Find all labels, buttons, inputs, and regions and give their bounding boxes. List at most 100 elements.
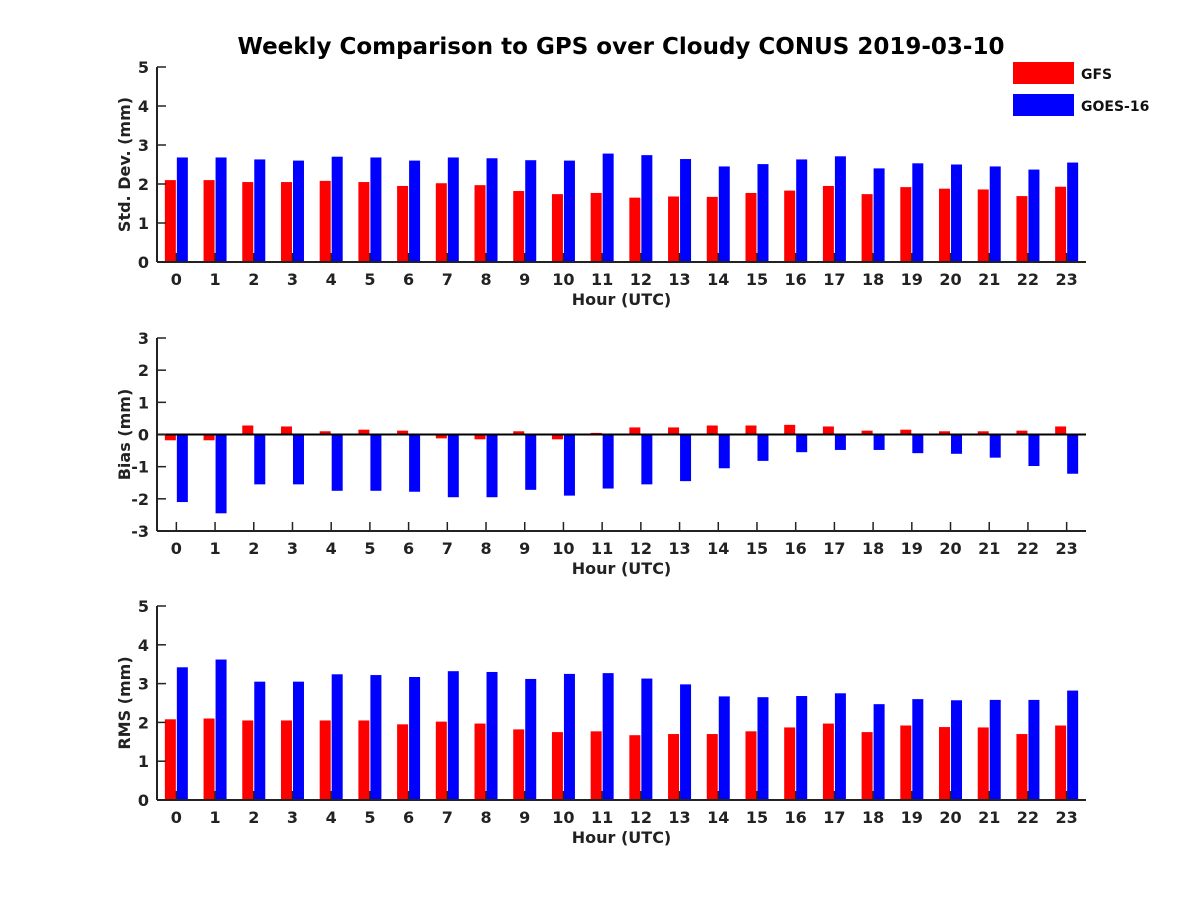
bar-gfs-hour-21 (977, 727, 989, 800)
bar-gfs-hour-16 (784, 727, 796, 800)
bar-goes-16-hour-7 (447, 671, 459, 800)
x-tick-label: 15 (746, 539, 768, 558)
bar-goes-16-hour-3 (292, 681, 304, 800)
bar-gfs-hour-22 (1016, 734, 1028, 800)
bar-goes-16-hour-0 (176, 667, 188, 800)
bar-goes-16-hour-8 (486, 671, 498, 800)
bar-goes-16-hour-5 (370, 157, 382, 262)
x-tick-label: 22 (1017, 539, 1039, 558)
y-tick-label: 2 (138, 713, 149, 732)
y-tick-label: -3 (131, 522, 149, 541)
x-tick-label: 21 (978, 808, 1000, 827)
x-tick-label: 23 (1056, 808, 1078, 827)
x-tick-label: 2 (248, 539, 259, 558)
x-tick-label: 5 (364, 539, 375, 558)
x-tick-label: 11 (591, 539, 613, 558)
bar-gfs-hour-5 (358, 182, 370, 262)
x-tick-label: 13 (668, 539, 690, 558)
bar-goes-16-hour-22 (1028, 699, 1040, 800)
y-tick-label: 0 (138, 253, 149, 272)
bar-gfs-hour-23 (1055, 426, 1067, 435)
y-tick-label: 0 (138, 426, 149, 445)
bar-gfs-hour-0 (164, 180, 176, 262)
bar-goes-16-hour-9 (525, 678, 537, 800)
bar-goes-16-hour-10 (563, 160, 575, 262)
bar-goes-16-hour-2 (254, 159, 266, 262)
bar-goes-16-hour-5 (370, 434, 382, 491)
bar-goes-16-hour-6 (409, 434, 421, 492)
x-tick-label: 1 (209, 808, 220, 827)
bar-gfs-hour-21 (977, 431, 989, 435)
bar-gfs-hour-1 (203, 718, 215, 800)
x-tick-label: 11 (591, 808, 613, 827)
bar-goes-16-hour-12 (641, 434, 653, 485)
bar-goes-16-hour-3 (292, 160, 304, 262)
x-tick-label: 9 (519, 270, 530, 289)
bar-goes-16-hour-6 (409, 677, 421, 800)
bar-goes-16-hour-12 (641, 678, 653, 800)
x-tick-label: 4 (326, 539, 337, 558)
bar-gfs-hour-5 (358, 720, 370, 800)
bar-goes-16-hour-10 (563, 673, 575, 800)
bar-gfs-hour-9 (513, 729, 525, 800)
x-tick-label: 6 (403, 270, 414, 289)
bar-gfs-hour-7 (435, 434, 447, 439)
y-tick-label: 1 (138, 752, 149, 771)
y-tick-label: 1 (138, 393, 149, 412)
x-tick-label: 18 (862, 539, 884, 558)
x-tick-label: 23 (1056, 539, 1078, 558)
bar-gfs-hour-14 (706, 196, 718, 262)
x-tick-label: 3 (287, 539, 298, 558)
y-axis-label: Std. Dev. (mm) (115, 97, 134, 232)
x-tick-label: 10 (552, 808, 574, 827)
bar-gfs-hour-9 (513, 431, 525, 435)
x-tick-label: 21 (978, 539, 1000, 558)
bar-goes-16-hour-9 (525, 434, 537, 490)
x-tick-label: 16 (785, 270, 807, 289)
x-tick-label: 2 (248, 808, 259, 827)
y-tick-label: 1 (138, 214, 149, 233)
y-tick-label: 5 (138, 58, 149, 77)
bar-goes-16-hour-17 (834, 434, 846, 450)
bar-gfs-hour-22 (1016, 430, 1028, 435)
bar-goes-16-hour-0 (176, 157, 188, 262)
bar-gfs-hour-8 (474, 185, 486, 262)
bar-gfs-hour-19 (900, 725, 912, 800)
bar-goes-16-hour-19 (912, 434, 924, 454)
bar-goes-16-hour-18 (873, 704, 885, 800)
bar-goes-16-hour-22 (1028, 169, 1040, 262)
x-tick-label: 3 (287, 808, 298, 827)
bar-gfs-hour-14 (706, 425, 718, 435)
x-tick-label: 22 (1017, 270, 1039, 289)
bar-goes-16-hour-16 (796, 696, 808, 800)
bar-goes-16-hour-21 (989, 434, 1001, 458)
bar-goes-16-hour-1 (215, 157, 227, 262)
x-tick-label: 21 (978, 270, 1000, 289)
bar-goes-16-hour-14 (718, 696, 730, 800)
bar-goes-16-hour-6 (409, 160, 421, 262)
x-tick-label: 18 (862, 808, 884, 827)
bar-goes-16-hour-7 (447, 434, 459, 498)
bar-gfs-hour-3 (280, 426, 292, 435)
x-tick-label: 1 (209, 270, 220, 289)
legend-label-goes-16: GOES-16 (1081, 99, 1149, 115)
x-tick-label: 14 (707, 270, 729, 289)
x-tick-label: 1 (209, 539, 220, 558)
bar-goes-16-hour-5 (370, 675, 382, 800)
bar-gfs-hour-18 (861, 430, 873, 435)
bar-gfs-hour-23 (1055, 725, 1067, 800)
bar-goes-16-hour-19 (912, 699, 924, 800)
bar-goes-16-hour-1 (215, 659, 227, 800)
x-tick-label: 12 (630, 270, 652, 289)
bar-gfs-hour-0 (164, 719, 176, 800)
x-tick-label: 8 (480, 539, 491, 558)
bar-goes-16-hour-23 (1067, 162, 1079, 262)
x-tick-label: 10 (552, 539, 574, 558)
bar-goes-16-hour-11 (602, 153, 614, 262)
x-axis-label: Hour (UTC) (572, 828, 672, 847)
bar-goes-16-hour-8 (486, 158, 498, 262)
bar-goes-16-hour-12 (641, 155, 653, 262)
bar-gfs-hour-13 (668, 196, 680, 262)
